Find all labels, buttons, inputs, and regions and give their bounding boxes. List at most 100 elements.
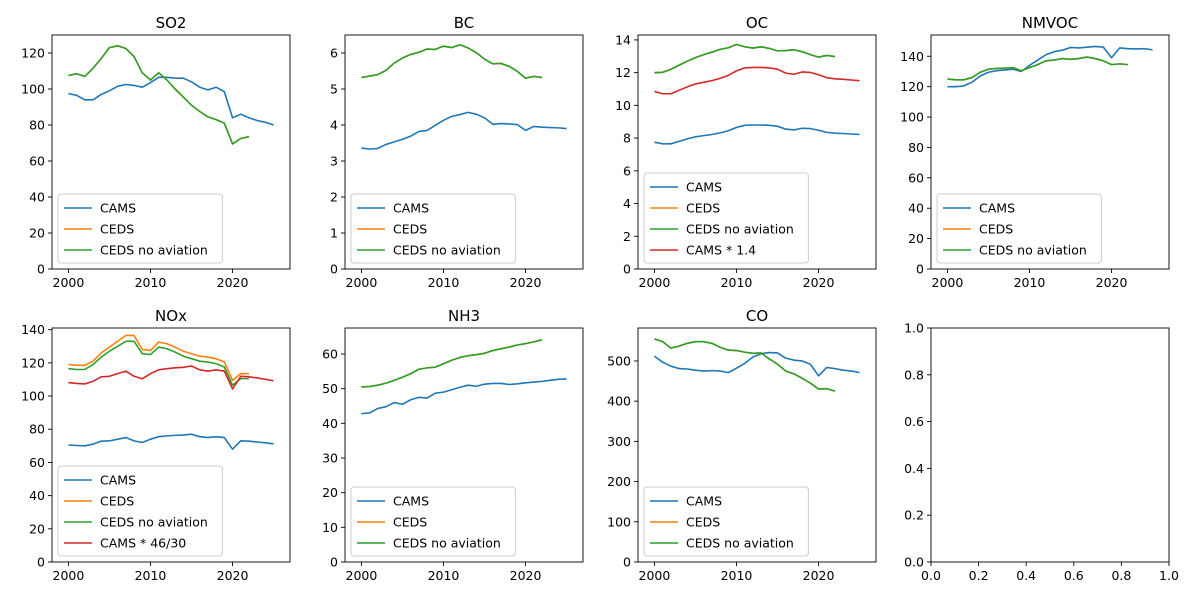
y-tick-label: 140 — [21, 322, 45, 337]
subplot-title: CO — [746, 307, 768, 325]
series-line-ceds-no-aviation — [68, 44, 250, 145]
axes-frame — [637, 34, 877, 270]
x-tick-label: 2020 — [803, 275, 835, 290]
x-tick-label: 2000 — [932, 275, 964, 290]
legend-label: CEDS no aviation — [686, 536, 794, 551]
series-line-ceds-no-aviation — [654, 43, 836, 74]
series-group — [361, 43, 567, 150]
subplot-title: BC — [454, 14, 475, 32]
y-tick-label: 120 — [21, 46, 45, 61]
series-line-ceds-no-aviation — [361, 43, 543, 79]
legend: CAMS CEDS CEDS no aviation CAMS * 1.4 — [643, 172, 809, 264]
x-tick-label: 2010 — [428, 275, 460, 290]
legend-label: CEDS — [686, 201, 720, 216]
y-tick-label: 6 — [623, 163, 631, 178]
x-tick-label: 2020 — [510, 275, 542, 290]
y-tick-label: 0 — [916, 262, 924, 277]
legend: CAMS CEDS CEDS no aviation CAMS * 46/30 — [57, 465, 223, 557]
x-tick-label: 0.6 — [1064, 568, 1084, 583]
legend-label: CEDS no aviation — [393, 243, 501, 258]
y-tick-label: 40 — [29, 488, 45, 503]
legend-box — [643, 486, 809, 557]
subplot-title: SO2 — [156, 14, 187, 32]
legend-label: CAMS — [393, 494, 429, 509]
axes-frame — [637, 327, 877, 563]
x-tick-label: 2000 — [346, 568, 378, 583]
series-group — [947, 45, 1153, 88]
y-tick-label: 0 — [330, 262, 338, 277]
legend: CAMS CEDS CEDS no aviation — [350, 193, 516, 264]
series-line-ceds-no-aviation — [68, 340, 249, 387]
y-tick-label: 20 — [908, 231, 924, 246]
legend-label: CEDS — [393, 515, 427, 530]
x-tick-label: 1.0 — [1159, 568, 1179, 583]
x-tick-label: 2000 — [346, 275, 378, 290]
y-tick-label: 300 — [607, 434, 631, 449]
legend-box — [350, 486, 516, 557]
subplot-2: OC 2000 2010 2020 0 2 4 6 8 10 12 14 CAMS CEDS CEDS no… — [615, 14, 877, 290]
subplot-title: NH3 — [448, 307, 480, 325]
legend-label: CEDS no aviation — [979, 243, 1087, 258]
y-tick-label: 0 — [37, 262, 45, 277]
series-line-ceds — [361, 339, 543, 388]
axes-frame — [51, 327, 291, 563]
legend-label: CAMS — [686, 180, 722, 195]
y-tick-label: 0 — [623, 262, 631, 277]
y-tick-label: 140 — [900, 49, 924, 64]
y-tick-label: 0 — [37, 555, 45, 570]
y-tick-label: 0.4 — [904, 461, 924, 476]
x-tick-label: 2020 — [1096, 275, 1128, 290]
series-line-ceds — [361, 43, 543, 79]
y-tick-label: 4 — [623, 196, 631, 211]
axes-frame — [344, 327, 584, 563]
y-tick-label: 1 — [330, 226, 338, 241]
subplot-1: BC 2000 2010 2020 0 1 2 3 4 5 6 CAMS CEDS CEDS no avi… — [330, 14, 584, 290]
legend-box — [643, 172, 809, 264]
series-line-ceds-no-aviation — [361, 339, 543, 388]
y-tick-label: 8 — [623, 131, 631, 146]
y-tick-label: 0.2 — [904, 508, 924, 523]
legend-box — [350, 193, 516, 264]
legend-label: CAMS * 1.4 — [686, 243, 756, 258]
y-tick-label: 40 — [322, 416, 338, 431]
y-tick-label: 5 — [330, 82, 338, 97]
series-line-cams — [361, 111, 567, 150]
series-group — [653, 338, 860, 392]
y-tick-label: 120 — [21, 355, 45, 370]
legend-label: CAMS — [100, 473, 136, 488]
x-tick-label: 2010 — [1014, 275, 1046, 290]
y-tick-label: 14 — [615, 32, 631, 47]
y-tick-label: 10 — [322, 520, 338, 535]
y-tick-label: 2 — [330, 190, 338, 205]
legend-label: CEDS — [100, 494, 134, 509]
x-tick-label: 0.4 — [1016, 568, 1036, 583]
legend-label: CEDS — [393, 222, 427, 237]
series-line-cams — [68, 433, 274, 450]
legend-label: CEDS no aviation — [393, 536, 501, 551]
y-tick-label: 500 — [607, 353, 631, 368]
series-group — [361, 339, 567, 415]
y-tick-label: 20 — [29, 226, 45, 241]
legend-label: CEDS — [686, 515, 720, 530]
y-tick-label: 3 — [330, 154, 338, 169]
legend-box — [57, 193, 223, 264]
legend-label: CEDS — [100, 222, 134, 237]
series-line-cams-1-4 — [654, 66, 860, 95]
legend-label: CAMS — [393, 201, 429, 216]
series-line-cams — [653, 351, 860, 377]
x-tick-label: 2020 — [510, 568, 542, 583]
subplot-title: NMVOC — [1022, 14, 1078, 32]
y-tick-label: 20 — [29, 521, 45, 536]
x-tick-label: 2010 — [721, 275, 753, 290]
x-tick-label: 2000 — [639, 275, 671, 290]
axes-frame — [930, 327, 1170, 563]
legend-label: CAMS — [100, 201, 136, 216]
legend: CAMS CEDS CEDS no aviation — [936, 193, 1102, 264]
x-tick-label: 2020 — [217, 568, 249, 583]
y-tick-label: 80 — [908, 140, 924, 155]
y-tick-label: 4 — [330, 118, 338, 133]
series-line-ceds — [68, 334, 249, 382]
y-tick-label: 50 — [322, 381, 338, 396]
y-tick-label: 60 — [322, 347, 338, 362]
